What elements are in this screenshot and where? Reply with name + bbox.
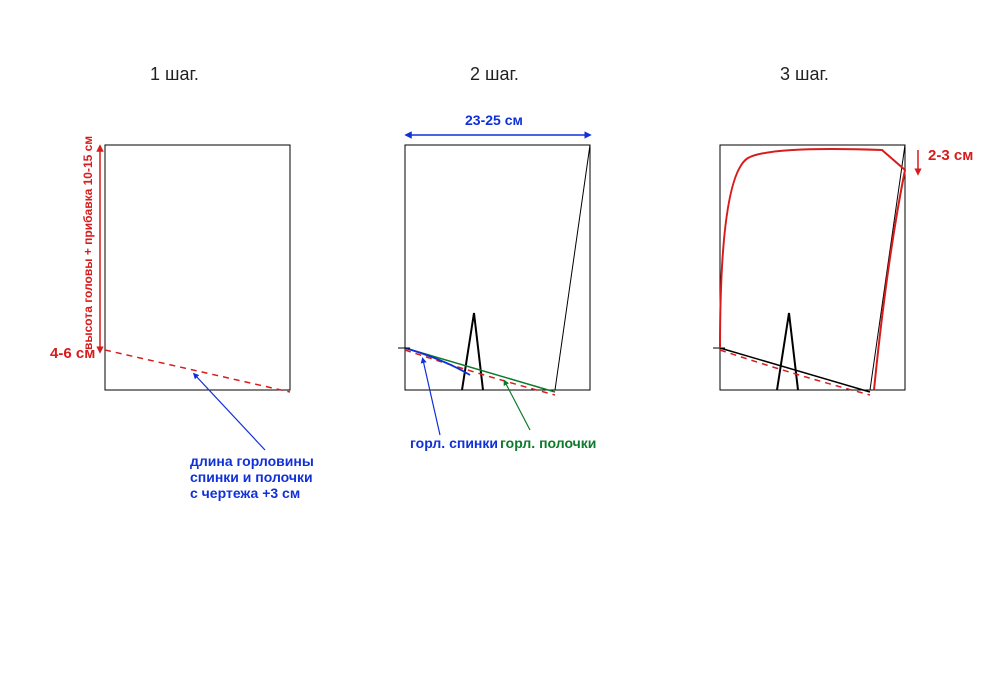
pointer-neckline xyxy=(195,375,265,450)
diag-step2 xyxy=(555,145,590,390)
label-23cm: 2-3 см xyxy=(928,147,973,164)
rect-step1 xyxy=(105,145,290,390)
panel-step3: 2-3 см xyxy=(713,145,973,395)
ptr-front xyxy=(505,382,530,430)
vert-label: высота головы + прибавка 10-15 см xyxy=(81,136,95,350)
curve-black-step3 xyxy=(720,348,870,392)
hood-outline xyxy=(720,149,905,390)
dash-line-step1 xyxy=(105,350,290,392)
rect-step2 xyxy=(405,145,590,390)
dart-step3 xyxy=(777,313,798,390)
label-back: горл. спинки xyxy=(410,435,498,451)
ptr-back xyxy=(423,360,440,435)
topdim-label: 23-25 см xyxy=(465,112,523,128)
panel-step1: высота головы + прибавка 10-15 см 4-6 см… xyxy=(50,136,318,501)
curve-back-step2 xyxy=(405,348,470,375)
label-46cm: 4-6 см xyxy=(50,345,95,362)
step3-label: 3 шаг. xyxy=(780,64,829,84)
diag-step3 xyxy=(870,145,905,390)
label-front: горл. полочки xyxy=(500,435,596,451)
step2-label: 2 шаг. xyxy=(470,64,519,84)
panel-step2: 23-25 см горл. спинки горл. полочки xyxy=(398,112,596,451)
dart-step2 xyxy=(462,313,483,390)
neckline-text: длина горловины спинки и полочки с черте… xyxy=(190,453,318,501)
step1-label: 1 шаг. xyxy=(150,64,199,84)
